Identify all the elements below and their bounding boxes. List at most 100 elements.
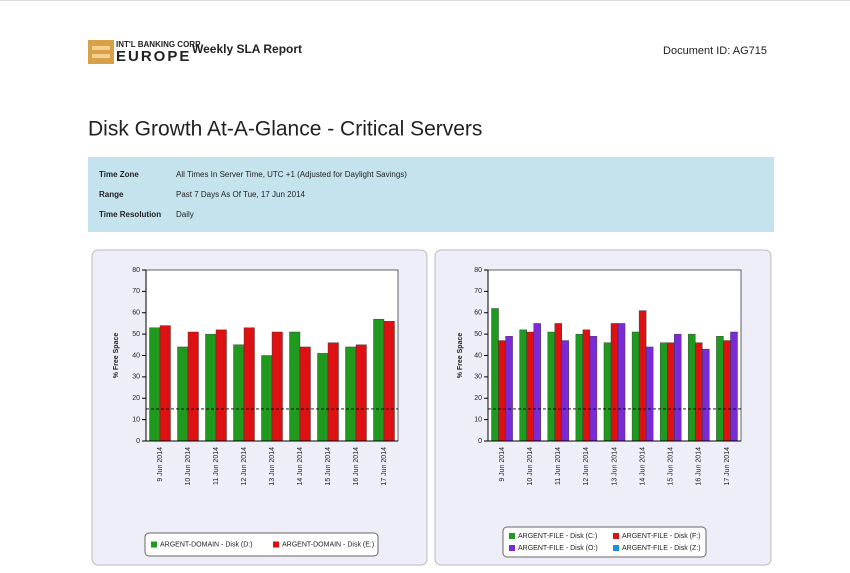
x-tick-label: 14 Jun 2014 (297, 447, 304, 486)
x-tick-label: 11 Jun 2014 (555, 447, 562, 485)
y-tick-label: 80 (474, 267, 482, 274)
x-tick-label: 17 Jun 2014 (381, 447, 388, 486)
bar (233, 344, 245, 442)
info-key: Time Resolution (99, 210, 161, 219)
bar (610, 323, 619, 442)
y-tick-label: 30 (132, 374, 140, 381)
bar (383, 321, 395, 442)
bar (589, 336, 598, 442)
x-tick-label: 14 Jun 2014 (639, 447, 646, 486)
y-tick-label: 50 (474, 331, 482, 338)
bar (261, 355, 273, 442)
bar (659, 342, 668, 442)
bar (289, 331, 301, 442)
bar (491, 308, 499, 442)
y-tick-label: 10 (132, 416, 140, 423)
x-tick-label: 11 Jun 2014 (213, 447, 220, 485)
x-tick-label: 9 Jun 2014 (499, 447, 506, 482)
page-title: Disk Growth At-A-Glance - Critical Serve… (88, 118, 482, 141)
bar (582, 329, 591, 442)
info-value: All Times In Server Time, UTC +1 (Adjust… (176, 170, 407, 179)
x-tick-label: 9 Jun 2014 (157, 447, 164, 482)
x-tick-label: 13 Jun 2014 (611, 447, 618, 486)
y-tick-label: 10 (474, 416, 482, 423)
bar (554, 323, 562, 442)
y-axis-label: % Free Space (113, 333, 120, 379)
y-tick-label: 40 (132, 352, 140, 359)
bar (271, 331, 283, 442)
bar (702, 348, 710, 442)
legend-swatch (151, 541, 157, 548)
legend-swatch (509, 533, 515, 539)
x-tick-label: 16 Jun 2014 (696, 447, 703, 486)
x-tick-label: 15 Jun 2014 (325, 447, 332, 486)
bar (187, 331, 199, 442)
legend-label: ARGENT-FILE - Disk (C:) (518, 533, 597, 540)
bar (716, 336, 724, 442)
y-tick-label: 40 (474, 352, 482, 359)
x-tick-label: 17 Jun 2014 (724, 447, 731, 486)
legend (502, 526, 707, 558)
y-tick-label: 0 (136, 438, 140, 445)
info-value: Daily (176, 210, 194, 219)
bar (561, 340, 570, 442)
info-key: Time Zone (99, 170, 139, 179)
x-tick-label: 12 Jun 2014 (241, 447, 248, 486)
y-tick-label: 20 (474, 395, 482, 402)
y-tick-label: 80 (132, 267, 140, 274)
legend-swatch (509, 545, 515, 551)
bar (327, 342, 339, 442)
plot-frame (145, 269, 399, 442)
logo-mark (92, 54, 110, 58)
legend-swatch (613, 545, 619, 551)
info-value: Past 7 Days As Of Tue, 17 Jun 2014 (176, 190, 306, 199)
bar (547, 331, 555, 442)
bar (355, 344, 367, 442)
legend-swatch (613, 533, 619, 539)
bar (667, 342, 675, 442)
info-key: Range (99, 190, 124, 199)
bar (688, 333, 696, 442)
legend-label: ARGENT-FILE - Disk (O:) (518, 545, 598, 552)
bar (617, 323, 626, 442)
y-tick-label: 30 (474, 374, 482, 381)
logo-mark (92, 46, 110, 50)
bar (373, 318, 385, 442)
bar (723, 340, 731, 442)
logo-mark (88, 40, 114, 64)
bar (299, 346, 311, 442)
y-tick-label: 50 (132, 331, 140, 338)
bar (519, 329, 527, 442)
x-tick-label: 16 Jun 2014 (353, 447, 360, 486)
bar (533, 323, 541, 442)
y-axis-label: % Free Space (457, 333, 464, 379)
logo: INT'L BANKING CORP EUROPE (88, 40, 201, 65)
y-tick-label: 70 (132, 288, 140, 295)
legend-label: ARGENT-FILE - Disk (F:) (622, 533, 701, 540)
x-tick-label: 12 Jun 2014 (583, 447, 590, 486)
bar (575, 333, 584, 442)
bar (177, 346, 189, 442)
x-tick-label: 10 Jun 2014 (185, 447, 192, 486)
report-name: Weekly SLA Report (192, 42, 302, 56)
y-tick-label: 70 (474, 288, 482, 295)
info-box (88, 157, 774, 232)
logo-bottom: EUROPE (116, 48, 191, 65)
bar (695, 342, 703, 442)
bar (215, 329, 227, 442)
bar (730, 331, 738, 442)
legend-label: ARGENT-DOMAIN - Disk (D:) (160, 541, 253, 548)
bar (498, 340, 506, 442)
bar (205, 333, 217, 442)
bar (149, 327, 161, 442)
logo-top: INT'L BANKING CORP (116, 40, 201, 49)
y-tick-label: 0 (478, 438, 482, 445)
legend-label: ARGENT-DOMAIN - Disk (E:) (282, 541, 374, 548)
bar (638, 310, 647, 442)
bar (631, 331, 640, 442)
x-tick-label: 13 Jun 2014 (269, 447, 276, 486)
x-tick-label: 15 Jun 2014 (668, 447, 675, 486)
y-tick-label: 60 (474, 310, 482, 317)
bar (645, 346, 654, 442)
